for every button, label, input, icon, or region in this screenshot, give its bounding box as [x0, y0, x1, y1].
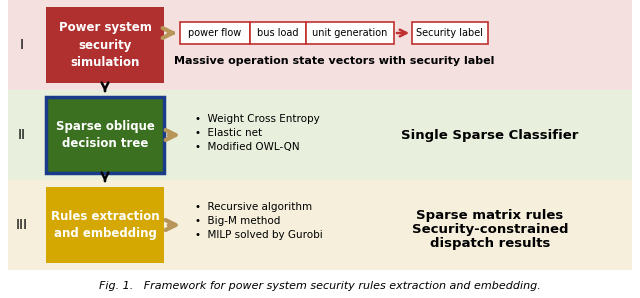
Text: •  Recursive algorithm: • Recursive algorithm: [195, 202, 312, 212]
Text: Power system
security
simulation: Power system security simulation: [59, 21, 152, 69]
Text: •  Elastic net: • Elastic net: [195, 128, 262, 138]
Text: Rules extraction
and embedding: Rules extraction and embedding: [51, 210, 159, 240]
Bar: [8, 90, 632, 180]
Text: Security-constrained: Security-constrained: [412, 223, 568, 235]
Text: III: III: [16, 218, 28, 232]
Bar: [250, 22, 306, 44]
FancyBboxPatch shape: [46, 7, 164, 83]
Text: bus load: bus load: [257, 28, 299, 38]
Text: Fig. 1.   Framework for power system security rules extraction and embedding.: Fig. 1. Framework for power system secur…: [99, 281, 541, 291]
FancyBboxPatch shape: [46, 97, 164, 173]
Text: •  MILP solved by Gurobi: • MILP solved by Gurobi: [195, 230, 323, 240]
Text: unit generation: unit generation: [312, 28, 388, 38]
Bar: [306, 22, 394, 44]
Bar: [180, 22, 250, 44]
Text: Single Sparse Classifier: Single Sparse Classifier: [401, 128, 579, 142]
Bar: [8, 180, 632, 270]
Bar: [412, 22, 488, 44]
Text: dispatch results: dispatch results: [430, 237, 550, 249]
Text: Sparse oblique
decision tree: Sparse oblique decision tree: [56, 120, 154, 150]
Text: Massive operation state vectors with security label: Massive operation state vectors with sec…: [174, 56, 494, 66]
Text: power flow: power flow: [188, 28, 242, 38]
Text: II: II: [18, 128, 26, 142]
Text: Security label: Security label: [417, 28, 483, 38]
Text: •  Modified OWL-QN: • Modified OWL-QN: [195, 142, 300, 152]
Text: •  Big-M method: • Big-M method: [195, 216, 280, 226]
Text: Sparse matrix rules: Sparse matrix rules: [417, 209, 564, 221]
FancyBboxPatch shape: [46, 187, 164, 263]
Text: I: I: [20, 38, 24, 52]
Text: •  Weight Cross Entropy: • Weight Cross Entropy: [195, 114, 320, 124]
Bar: [8, 0, 632, 90]
